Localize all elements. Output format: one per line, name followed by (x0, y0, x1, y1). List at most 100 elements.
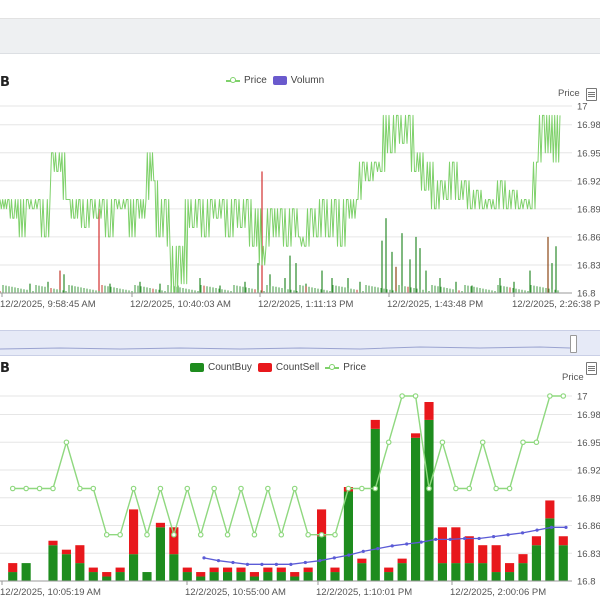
countbuy-bar (155, 527, 165, 581)
price-point (144, 531, 150, 538)
countbuy-bar (21, 563, 31, 581)
countbuy-bar (531, 545, 541, 581)
countbuy-bar (209, 572, 219, 581)
countbuy-bar (75, 563, 85, 581)
y-tick-label: 16.98 (577, 120, 600, 131)
countbuy-bar (290, 576, 300, 581)
price-point (372, 485, 379, 492)
countbuy-bar (236, 572, 246, 581)
y-tick-label: 16.89 (577, 204, 600, 215)
legend-label-countsell: CountSell (275, 362, 320, 373)
toolbar (0, 19, 600, 54)
price-point (197, 531, 204, 538)
legend-line-swatch (325, 363, 340, 373)
price-point (506, 485, 513, 492)
countsell-bar (384, 567, 394, 573)
legend-item-countsell[interactable]: CountSell (257, 362, 320, 373)
range-navigator[interactable] (0, 330, 600, 356)
countbuy-bar (169, 554, 179, 581)
legend-label-volumn: Volumn (290, 75, 325, 86)
legend-box-swatch (190, 363, 204, 372)
legend-box-swatch (257, 363, 272, 372)
legend-item-price[interactable]: Price (325, 362, 366, 373)
countbuy-bar (437, 563, 447, 581)
price-point (332, 531, 338, 538)
average-point (477, 536, 481, 541)
countbuy-bar (263, 572, 273, 581)
legend-item-countbuy[interactable]: CountBuy (190, 362, 252, 373)
panel-title: B (0, 75, 10, 90)
legend-item-volumn[interactable]: Volumn (272, 75, 325, 86)
price-point (278, 531, 285, 538)
countbuy-bar (451, 563, 461, 581)
price-point (412, 393, 419, 399)
price-point (117, 531, 123, 538)
legend: CountBuy CountSell Price (190, 362, 366, 373)
y-tick-label: 17 (577, 102, 588, 113)
y-tick-label: 16.83 (577, 260, 600, 271)
average-point (549, 525, 554, 529)
average-line (203, 526, 566, 565)
window-top-bar (0, 0, 600, 19)
average-point (520, 531, 525, 535)
countbuy-bar (505, 572, 515, 581)
legend-item-price[interactable]: Price (226, 75, 267, 86)
countbuy-bar (196, 576, 206, 581)
x-tick-label: 12/2/2025, 1:11:13 PM (258, 299, 354, 310)
price-point (291, 485, 298, 492)
y-tick-label: 17 (577, 392, 588, 403)
countbuy-bar (102, 576, 112, 581)
y-tick-label: 16.98 (577, 410, 600, 421)
count-buy-sell-panel: B CountBuy CountSell Price Price 17 16.98… (0, 356, 600, 600)
y-tick-label: 16.86 (577, 232, 600, 243)
countbuy-bar (357, 563, 367, 581)
price-point (453, 485, 459, 492)
price-line (0, 114, 561, 294)
x-tick-label: 12/2/2025, 2:26:38 PM (512, 299, 600, 310)
average-point (231, 560, 235, 565)
countbuy-bar (182, 572, 192, 581)
countsell-bar (48, 540, 58, 546)
price-point (305, 531, 311, 538)
countbuy-bar (129, 554, 139, 581)
average-point (390, 544, 394, 548)
countsell-bar (531, 536, 541, 546)
countsell-bar (209, 567, 219, 573)
countsell-bar (88, 567, 98, 573)
chart-menu-icon[interactable] (586, 362, 597, 375)
countsell-bar (451, 527, 461, 564)
price-point (560, 393, 567, 399)
countsell-bar (357, 558, 367, 564)
countsell-bar (276, 567, 286, 573)
countsell-bar (437, 527, 447, 564)
countsell-bar (330, 567, 340, 573)
legend-line-swatch (226, 76, 240, 86)
x-tick-label: 12/2/2025, 10:55:00 AM (185, 587, 286, 598)
chart-menu-icon[interactable] (586, 88, 597, 101)
countsell-bar (424, 402, 434, 420)
price-point (426, 485, 432, 492)
countsell-bar (236, 567, 246, 573)
countsell-bar (303, 567, 313, 573)
legend-label-countbuy: CountBuy (208, 362, 252, 373)
average-point (463, 536, 467, 541)
price-point (399, 393, 405, 399)
price-point (318, 531, 325, 538)
countbuy-bar (48, 545, 58, 581)
countsell-bar (155, 522, 165, 528)
x-tick-label: 12/2/2025, 10:05:19 AM (0, 587, 101, 598)
average-point (448, 537, 452, 541)
price-point (547, 393, 553, 399)
price-point (130, 485, 137, 492)
price-point (466, 485, 473, 492)
navigator-handle-right[interactable] (570, 335, 577, 353)
price-point (77, 485, 83, 492)
countsell-bar (317, 509, 327, 537)
countsell-bar (223, 567, 233, 573)
panel-title: B (0, 361, 10, 376)
price-point (23, 485, 29, 492)
price-point (50, 485, 56, 492)
price-point (224, 531, 231, 538)
countbuy-bar (397, 563, 407, 581)
countsell-bar (169, 527, 179, 555)
